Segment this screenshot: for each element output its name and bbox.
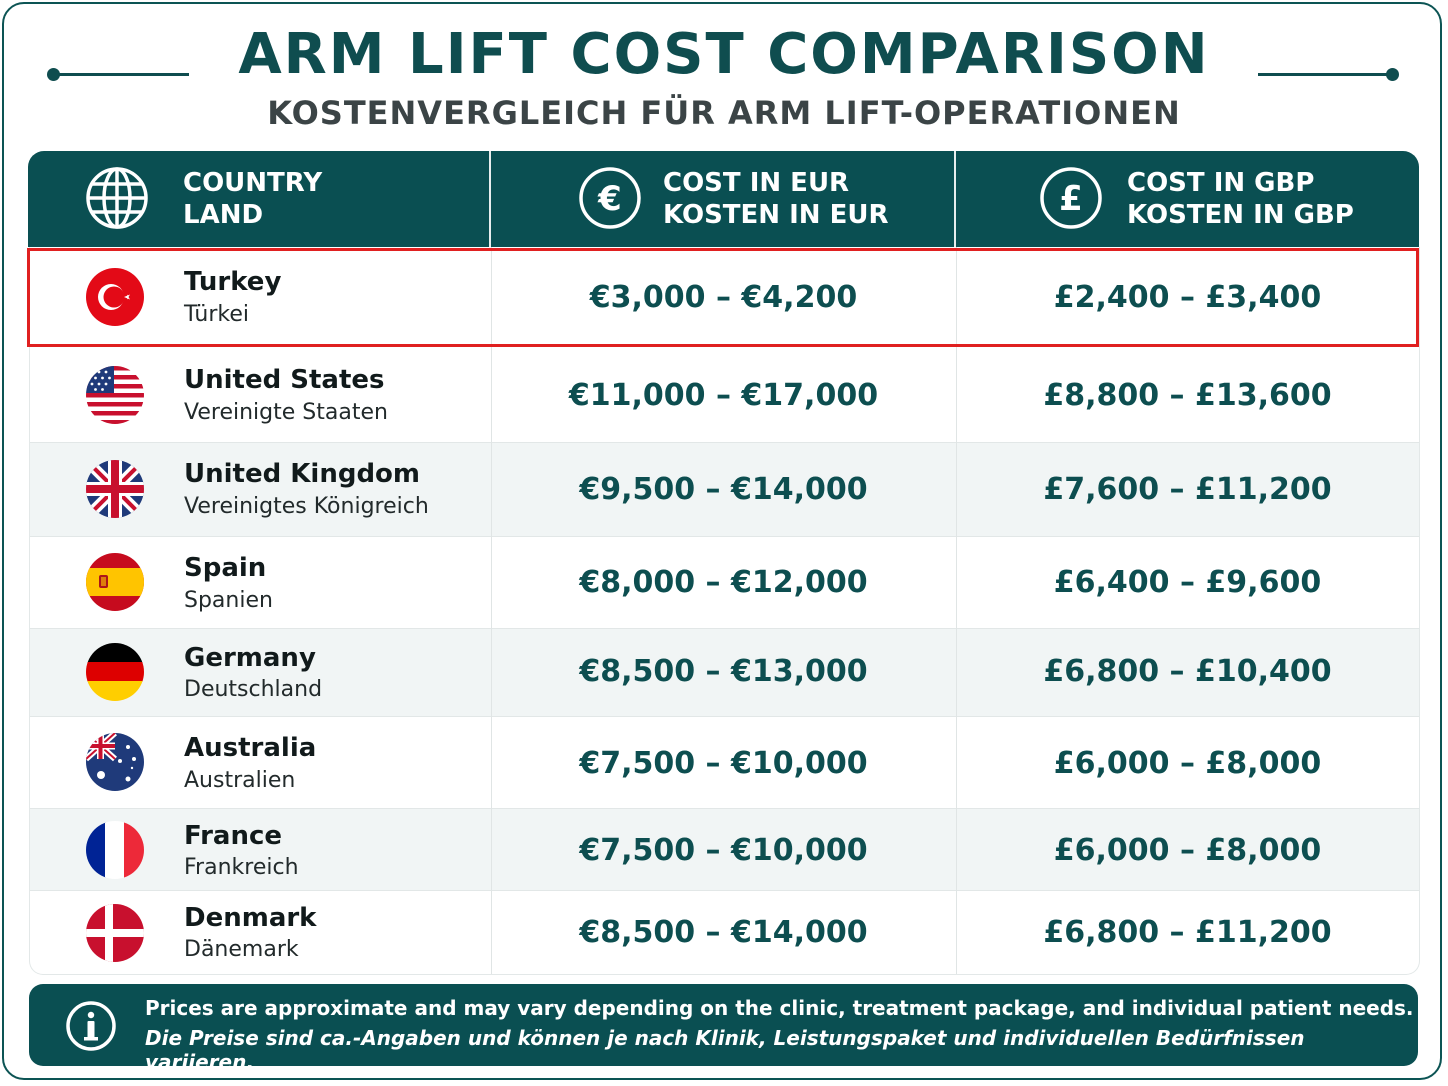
globe-icon (86, 167, 148, 229)
header-divider (489, 151, 491, 247)
table-row: United States Vereinigte Staaten €11,000… (30, 347, 1419, 443)
price-eur: €11,000 – €17,000 (568, 378, 879, 413)
price-gbp: £6,000 – £8,000 (1053, 833, 1322, 868)
country-name-de: Vereinigtes Königreich (184, 494, 429, 519)
column-divider (491, 247, 492, 974)
table-row: United Kingdom Vereinigtes Königreich €9… (30, 443, 1419, 537)
price-gbp: £2,400 – £3,400 (1053, 280, 1322, 315)
country-name-de: Türkei (184, 302, 250, 327)
price-gbp: £6,800 – £10,400 (1043, 654, 1332, 689)
price-eur: €8,500 – €14,000 (579, 915, 868, 950)
table-header: COUNTRY LAND € COST IN EUR KOSTEN IN EUR… (28, 151, 1419, 247)
country-name: Germany (184, 643, 316, 673)
column-divider (956, 247, 957, 974)
country-name: United Kingdom (184, 459, 421, 489)
price-eur: €8,000 – €12,000 (579, 565, 868, 600)
page-subtitle: KOSTENVERGLEICH FÜR ARM LIFT-OPERATIONEN (267, 94, 1181, 132)
header-gbp-label: COST IN GBP (1127, 168, 1315, 198)
turkey-flag-icon (86, 268, 144, 326)
price-eur: €7,500 – €10,000 (579, 833, 868, 868)
table-row: Germany Deutschland €8,500 – €13,000 £6,… (30, 629, 1419, 717)
header-eur-label: COST IN EUR (663, 168, 850, 198)
uk-flag-icon (86, 460, 144, 518)
page-title: ARM LIFT COST COMPARISON (238, 22, 1210, 87)
table-row: Denmark Dänemark €8,500 – €14,000 £6,800… (30, 891, 1419, 974)
price-gbp: £6,800 – £11,200 (1043, 915, 1332, 950)
country-name-de: Vereinigte Staaten (184, 400, 388, 425)
country-name-de: Spanien (184, 588, 273, 613)
svg-text:£: £ (1059, 179, 1083, 219)
header-gbp-label-de: KOSTEN IN GBP (1127, 200, 1354, 230)
australia-flag-icon (86, 733, 144, 791)
country-name: Turkey (184, 267, 282, 297)
euro-icon: € (579, 167, 641, 229)
price-eur: €7,500 – €10,000 (579, 746, 868, 781)
denmark-flag-icon (86, 904, 144, 962)
country-name-de: Australien (184, 768, 296, 793)
right-decoration-line (1258, 73, 1392, 76)
germany-flag-icon (86, 643, 144, 701)
price-gbp: £6,000 – £8,000 (1053, 746, 1322, 781)
country-name: Denmark (184, 903, 317, 933)
left-decoration-line (55, 73, 189, 76)
country-name-de: Dänemark (184, 937, 299, 962)
cost-table: Turkey Türkei €3,000 – €4,200 £2,400 – £… (29, 247, 1420, 975)
france-flag-icon (86, 821, 144, 879)
country-name: United States (184, 365, 385, 395)
country-name: Spain (184, 553, 267, 583)
country-name-de: Frankreich (184, 855, 299, 880)
country-name: Australia (184, 733, 317, 763)
header-country-label-de: LAND (183, 200, 264, 230)
right-decoration-dot (1386, 68, 1399, 81)
table-row: Australia Australien €7,500 – €10,000 £6… (30, 717, 1419, 809)
price-gbp: £6,400 – £9,600 (1053, 565, 1322, 600)
usa-flag-icon (86, 366, 144, 424)
footer-note-de: Die Preise sind ca.-Angaben und können j… (145, 1026, 1305, 1074)
footer-note-en: Prices are approximate and may vary depe… (145, 996, 1414, 1020)
info-icon (66, 1001, 116, 1051)
header-country: COUNTRY LAND (28, 151, 489, 247)
footer-note: Prices are approximate and may vary depe… (29, 984, 1418, 1074)
price-eur: €3,000 – €4,200 (589, 280, 858, 315)
header-eur-label-de: KOSTEN IN EUR (663, 200, 889, 230)
svg-text:€: € (597, 179, 622, 219)
price-eur: €9,500 – €14,000 (579, 472, 868, 507)
pound-icon: £ (1040, 167, 1102, 229)
price-gbp: £7,600 – £11,200 (1043, 472, 1332, 507)
highlight-frame (27, 248, 1419, 347)
price-eur: €8,500 – €13,000 (579, 654, 868, 689)
table-row: France Frankreich €7,500 – €10,000 £6,00… (30, 809, 1419, 891)
left-decoration-dot (47, 68, 60, 81)
header-country-label: COUNTRY (183, 168, 323, 198)
header-eur: € COST IN EUR KOSTEN IN EUR (491, 151, 955, 247)
header-gbp: £ COST IN GBP KOSTEN IN GBP (956, 151, 1419, 247)
country-name-de: Deutschland (184, 677, 323, 702)
table-row: Spain Spanien €8,000 – €12,000 £6,400 – … (30, 537, 1419, 629)
country-name: France (184, 821, 283, 851)
spain-flag-icon (86, 553, 144, 611)
price-gbp: £8,800 – £13,600 (1043, 378, 1332, 413)
header-divider (954, 151, 956, 247)
